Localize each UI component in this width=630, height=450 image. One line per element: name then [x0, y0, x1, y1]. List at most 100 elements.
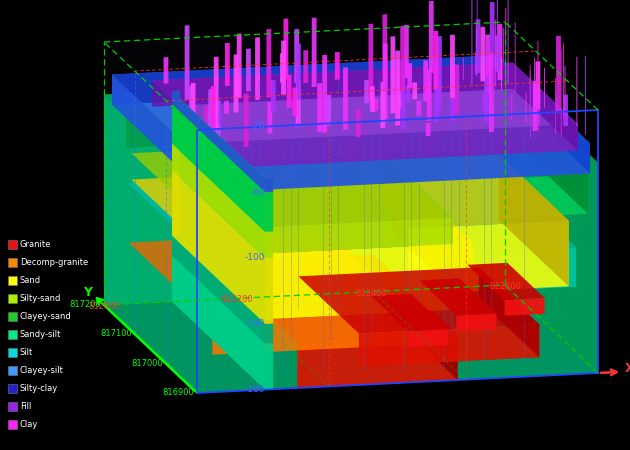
Polygon shape	[413, 82, 417, 99]
Polygon shape	[429, 1, 433, 73]
Polygon shape	[485, 34, 490, 94]
Polygon shape	[284, 18, 289, 79]
Text: Y: Y	[83, 287, 92, 299]
Polygon shape	[172, 104, 180, 144]
Polygon shape	[225, 43, 230, 86]
Polygon shape	[408, 329, 449, 347]
Polygon shape	[492, 50, 493, 103]
Polygon shape	[476, 48, 477, 76]
Polygon shape	[197, 162, 598, 393]
Text: Granite: Granite	[20, 240, 52, 249]
Polygon shape	[338, 154, 569, 229]
Polygon shape	[172, 144, 180, 170]
Polygon shape	[434, 63, 439, 122]
Polygon shape	[505, 75, 598, 373]
Text: 816900: 816900	[163, 388, 194, 397]
Polygon shape	[265, 192, 273, 232]
Polygon shape	[132, 141, 453, 230]
Polygon shape	[536, 61, 541, 110]
Polygon shape	[104, 94, 197, 393]
Polygon shape	[104, 75, 598, 183]
Polygon shape	[556, 93, 557, 110]
Polygon shape	[216, 105, 221, 124]
Bar	[8, 276, 17, 285]
Text: 812600: 812600	[489, 282, 521, 291]
Polygon shape	[476, 19, 481, 73]
Polygon shape	[104, 75, 505, 305]
Text: 817200: 817200	[69, 300, 101, 309]
Text: Sand: Sand	[20, 276, 41, 285]
Polygon shape	[212, 312, 413, 355]
Text: Fill: Fill	[20, 402, 32, 411]
Polygon shape	[467, 263, 544, 300]
Polygon shape	[495, 19, 496, 87]
Polygon shape	[172, 144, 265, 258]
Polygon shape	[407, 63, 412, 88]
Polygon shape	[400, 26, 405, 91]
Polygon shape	[576, 56, 577, 127]
Polygon shape	[297, 334, 457, 388]
Text: -20: -20	[251, 122, 265, 131]
Polygon shape	[408, 220, 569, 294]
Polygon shape	[427, 70, 432, 121]
Polygon shape	[585, 55, 586, 135]
Bar	[8, 240, 17, 249]
Polygon shape	[475, 52, 476, 75]
Polygon shape	[544, 68, 545, 108]
Polygon shape	[204, 106, 209, 133]
Polygon shape	[513, 63, 578, 150]
Polygon shape	[494, 27, 495, 95]
Polygon shape	[479, 267, 539, 357]
Polygon shape	[481, 27, 485, 81]
Polygon shape	[555, 78, 556, 135]
Text: 812200: 812200	[222, 295, 253, 304]
Polygon shape	[329, 233, 413, 345]
Polygon shape	[244, 93, 249, 147]
Polygon shape	[191, 83, 195, 121]
Polygon shape	[287, 75, 292, 108]
Polygon shape	[280, 53, 285, 83]
Polygon shape	[356, 109, 360, 137]
Polygon shape	[215, 248, 576, 305]
Text: 812400: 812400	[355, 288, 387, 297]
Polygon shape	[476, 28, 477, 76]
Polygon shape	[370, 86, 375, 112]
Polygon shape	[423, 60, 428, 102]
Polygon shape	[498, 24, 502, 80]
Polygon shape	[556, 36, 561, 113]
Polygon shape	[499, 154, 569, 286]
Polygon shape	[490, 2, 495, 68]
Bar	[8, 294, 17, 303]
Polygon shape	[292, 87, 297, 116]
Polygon shape	[126, 90, 588, 193]
Polygon shape	[152, 63, 513, 107]
Polygon shape	[172, 91, 180, 104]
Polygon shape	[433, 31, 438, 90]
Polygon shape	[563, 94, 568, 126]
Text: Silt: Silt	[20, 348, 33, 357]
Polygon shape	[235, 68, 239, 98]
Polygon shape	[456, 314, 496, 331]
Polygon shape	[312, 18, 316, 87]
Polygon shape	[215, 175, 588, 233]
Polygon shape	[172, 170, 180, 236]
Text: -60: -60	[251, 188, 265, 197]
Polygon shape	[505, 298, 544, 316]
Polygon shape	[564, 66, 566, 116]
Polygon shape	[104, 22, 505, 305]
Polygon shape	[505, 8, 506, 89]
Polygon shape	[246, 49, 251, 91]
Text: Silty-clay: Silty-clay	[20, 384, 58, 393]
Polygon shape	[404, 25, 409, 78]
Polygon shape	[450, 99, 455, 121]
Polygon shape	[497, 55, 590, 174]
Polygon shape	[399, 91, 404, 109]
Text: -140: -140	[245, 319, 265, 328]
Polygon shape	[212, 218, 453, 256]
Text: Clayey-sand: Clayey-sand	[20, 312, 72, 321]
Polygon shape	[265, 343, 273, 390]
Polygon shape	[483, 94, 487, 111]
Polygon shape	[265, 324, 273, 344]
Polygon shape	[296, 44, 301, 100]
Bar	[8, 420, 17, 429]
